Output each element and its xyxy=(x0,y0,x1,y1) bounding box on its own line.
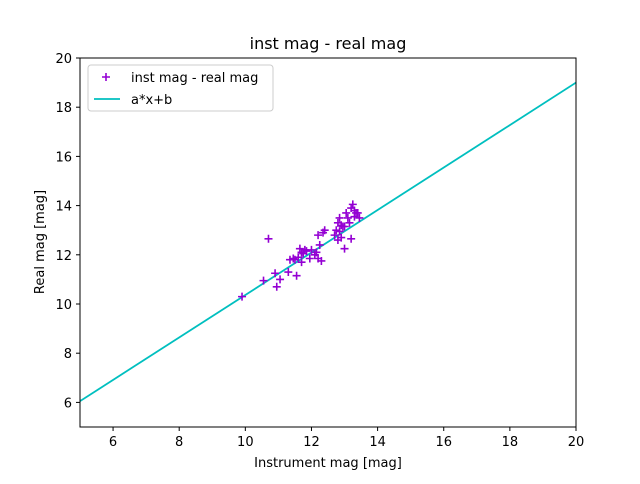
y-tick-label: 8 xyxy=(64,347,72,362)
y-tick-label: 16 xyxy=(55,150,72,165)
data-point xyxy=(271,269,280,278)
x-tick-label: 10 xyxy=(237,435,254,450)
x-axis-label: Instrument mag [mag] xyxy=(254,456,402,471)
y-tick-label: 14 xyxy=(55,200,72,215)
x-axis: 6 8 10 12 14 16 18 20 xyxy=(109,427,584,450)
data-point xyxy=(343,213,352,222)
chart-title: inst mag - real mag xyxy=(250,34,407,53)
y-tick-label: 12 xyxy=(55,249,72,264)
data-point xyxy=(355,213,364,222)
data-point xyxy=(347,234,356,243)
data-point xyxy=(345,218,354,227)
x-tick-label: 6 xyxy=(109,435,117,450)
legend-label: a*x+b xyxy=(131,93,172,108)
x-tick-label: 16 xyxy=(435,435,452,450)
y-tick-label: 20 xyxy=(55,52,72,67)
data-point xyxy=(307,245,316,254)
data-point xyxy=(284,268,293,277)
y-axis-label: Real mag [mag] xyxy=(33,190,48,294)
data-point xyxy=(337,233,346,242)
data-point xyxy=(320,226,329,235)
legend: inst mag - real mag a*x+b xyxy=(87,64,274,112)
x-tick-label: 20 xyxy=(568,435,585,450)
data-point xyxy=(297,258,306,267)
legend-box xyxy=(87,64,274,112)
series-layer xyxy=(80,81,576,402)
data-point xyxy=(348,200,357,209)
fit-line xyxy=(80,81,576,402)
data-point xyxy=(312,248,321,257)
x-tick-label: 8 xyxy=(175,435,183,450)
data-point xyxy=(292,271,301,280)
scatter-points xyxy=(238,200,364,301)
data-point xyxy=(295,244,304,253)
y-axis: 6 8 10 12 14 16 18 20 xyxy=(55,52,80,411)
data-point xyxy=(340,244,349,253)
data-point xyxy=(340,222,349,231)
plot-area xyxy=(79,57,577,428)
data-point xyxy=(335,213,344,222)
data-point xyxy=(314,231,323,240)
x-tick-label: 14 xyxy=(369,435,386,450)
data-point xyxy=(264,234,273,243)
y-tick-label: 18 xyxy=(55,101,72,116)
data-point xyxy=(317,256,326,265)
plot-frame xyxy=(79,57,577,428)
x-tick-label: 18 xyxy=(502,435,519,450)
data-point xyxy=(353,208,362,217)
data-point xyxy=(272,282,281,291)
y-tick-label: 10 xyxy=(55,298,72,313)
data-point xyxy=(294,253,303,262)
legend-marker-scatter xyxy=(102,73,110,81)
data-point xyxy=(238,292,247,301)
legend-label: inst mag - real mag xyxy=(131,71,258,86)
x-tick-label: 12 xyxy=(303,435,320,450)
y-tick-label: 6 xyxy=(64,396,72,411)
data-point xyxy=(305,254,314,263)
data-point xyxy=(289,254,298,263)
data-point xyxy=(276,275,285,284)
data-point xyxy=(335,227,344,236)
data-point xyxy=(330,231,339,240)
data-point xyxy=(302,247,311,256)
data-point xyxy=(315,240,324,249)
data-point xyxy=(342,208,351,217)
data-point xyxy=(259,276,268,285)
